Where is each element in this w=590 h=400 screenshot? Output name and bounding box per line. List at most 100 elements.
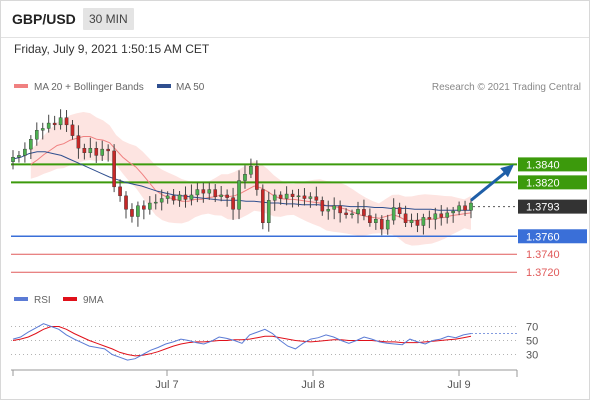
candle-body xyxy=(52,122,57,126)
candle-body xyxy=(153,201,158,204)
candle-body xyxy=(397,207,402,215)
candle-body xyxy=(130,209,134,217)
bollinger-bands xyxy=(30,112,472,246)
candle-body xyxy=(64,117,69,126)
candle-body xyxy=(350,213,354,216)
candle-body xyxy=(445,212,450,218)
ma20-legend-swatch xyxy=(14,84,28,88)
candle-body xyxy=(391,207,396,221)
level-label: 1.3793 xyxy=(526,202,560,214)
timestamp: Friday, July 9, 2021 1:50:15 AM CET xyxy=(14,42,210,56)
level-label: 1.3720 xyxy=(526,267,560,279)
candle-body xyxy=(207,189,212,194)
arrow-shaft xyxy=(470,169,509,202)
rsi-tick-label: 30 xyxy=(526,350,538,362)
candle-body xyxy=(344,212,348,215)
candle-body xyxy=(94,148,99,156)
candle-body xyxy=(374,219,378,223)
candle-body xyxy=(362,209,366,216)
rsi-legend-swatch xyxy=(14,297,28,301)
level-label: 1.3840 xyxy=(526,159,560,171)
candle-body xyxy=(284,193,289,199)
candle-body xyxy=(148,202,152,210)
candle-body xyxy=(302,195,307,199)
candle-body xyxy=(421,217,426,226)
copyright-text: Research © 2021 Trading Central xyxy=(432,82,581,93)
candle-body xyxy=(189,194,194,200)
candle-body xyxy=(385,219,390,230)
candle-body xyxy=(118,186,122,197)
bollinger-band-area xyxy=(30,112,472,246)
candle-body xyxy=(231,197,235,210)
candle-body xyxy=(320,200,325,212)
candle-body xyxy=(195,189,200,196)
rsi-line xyxy=(12,323,472,361)
rsi-legend-label: RSI xyxy=(34,295,51,306)
price-level-labels: 1.3840 1.3820 1.3793 1.3760 1.3740 1.3720 xyxy=(518,157,587,279)
price-levels xyxy=(11,163,517,273)
ma9-legend-label: 9MA xyxy=(83,295,104,306)
rsi-panel: 70 50 30 xyxy=(11,322,538,362)
candle-body xyxy=(457,205,461,212)
candle-body xyxy=(219,194,223,197)
candle-body xyxy=(314,196,319,201)
candle-body xyxy=(183,194,188,200)
timeframe-button[interactable]: 30 MIN xyxy=(83,8,134,30)
candle-body xyxy=(225,194,229,198)
candle-body xyxy=(379,219,384,230)
candle-body xyxy=(112,150,116,188)
arrow-head xyxy=(500,164,514,178)
candle-body xyxy=(82,148,87,153)
x-tick-label: Jul 9 xyxy=(447,379,470,391)
candle-body xyxy=(23,148,27,156)
rsi-ma9-line xyxy=(12,326,472,357)
candle-body xyxy=(58,117,63,126)
candlesticks xyxy=(11,109,473,236)
candle-body xyxy=(290,193,295,197)
candle-body xyxy=(266,200,271,223)
candle-body xyxy=(326,209,331,212)
level-label: 1.3740 xyxy=(526,249,560,261)
candle-body xyxy=(11,157,15,162)
candle-body xyxy=(296,195,301,198)
candle-body xyxy=(261,189,265,223)
candle-body xyxy=(29,139,33,150)
ma20-line xyxy=(30,136,472,222)
level-tag xyxy=(518,157,587,172)
candle-body xyxy=(213,189,218,197)
symbol-label: GBP/USD xyxy=(12,11,76,27)
candle-body xyxy=(451,210,455,214)
ma20-legend-label: MA 20 + Bollinger Bands xyxy=(34,82,144,93)
ma50-legend-swatch xyxy=(157,84,171,88)
ma9-legend-swatch xyxy=(63,297,77,301)
candle-body xyxy=(356,209,360,215)
candle-body xyxy=(17,155,21,158)
candle-body xyxy=(439,213,444,218)
candle-body xyxy=(237,180,241,210)
candle-body xyxy=(201,189,206,194)
level-tag xyxy=(518,175,587,190)
candle-body xyxy=(177,194,182,201)
candle-body xyxy=(427,217,432,220)
candle-body xyxy=(100,148,105,156)
ma50-legend-label: MA 50 xyxy=(176,82,205,93)
x-axis: Jul 7 Jul 8 Jul 9 xyxy=(12,370,471,391)
candle-body xyxy=(142,205,146,210)
candle-body xyxy=(34,130,39,140)
candle-body xyxy=(243,174,247,181)
candle-body xyxy=(278,194,283,199)
candle-body xyxy=(433,213,438,220)
x-tick-label: Jul 8 xyxy=(301,379,324,391)
candle-body xyxy=(403,213,408,223)
level-label: 1.3760 xyxy=(526,231,560,243)
candle-body xyxy=(165,195,170,199)
candle-body xyxy=(272,194,277,201)
chart-header: GBP/USD 30 MIN xyxy=(1,1,589,38)
candle-body xyxy=(255,165,259,190)
candle-body xyxy=(136,205,140,217)
candle-body xyxy=(469,202,473,211)
level-tag xyxy=(518,229,587,244)
candle-body xyxy=(88,148,93,153)
candle-body xyxy=(338,205,342,214)
